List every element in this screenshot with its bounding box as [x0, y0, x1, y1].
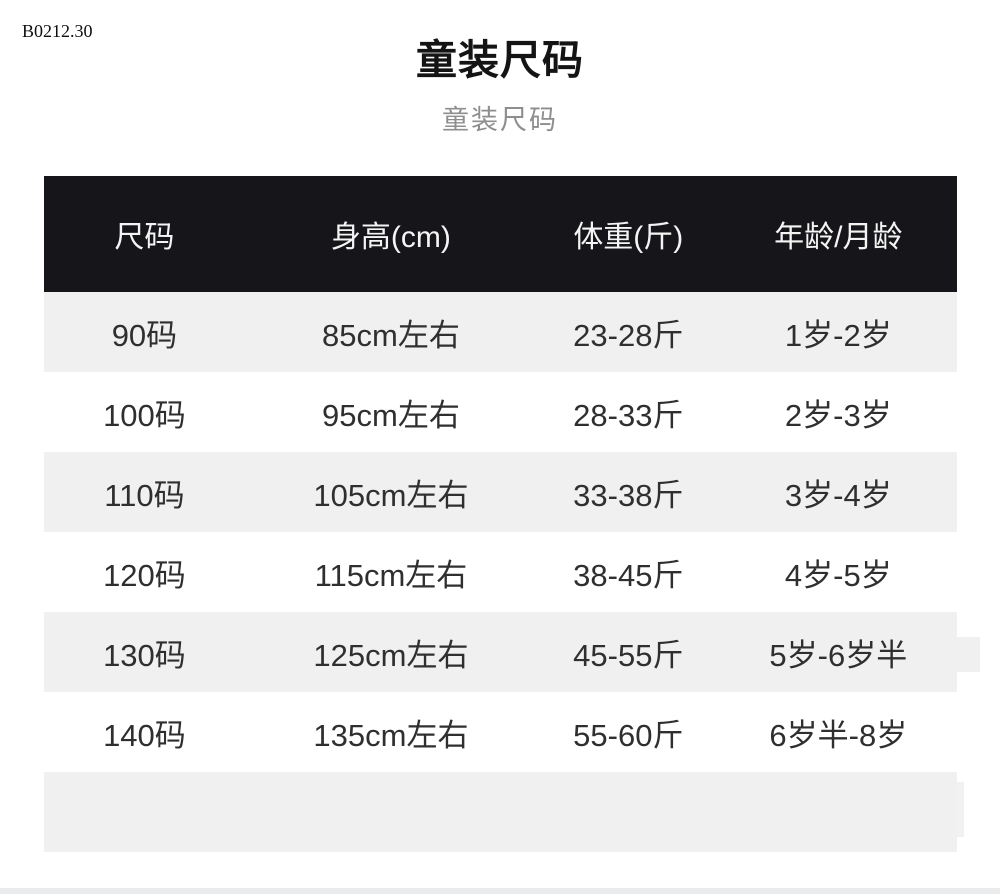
table-cell: 2岁-3岁	[784, 397, 892, 433]
column-header-weight: 体重(斤)	[573, 221, 684, 254]
page-title: 童装尺码	[416, 37, 584, 83]
table-empty-row	[44, 772, 957, 852]
table-cell: 3岁-4岁	[784, 477, 892, 513]
gray-band-artifact	[955, 782, 964, 837]
page-subtitle: 童装尺码	[442, 105, 558, 135]
table-cell: 1岁-2岁	[784, 317, 892, 353]
table-cell: 90码	[111, 317, 178, 353]
product-code-watermark: B0212.30	[22, 21, 93, 41]
table-cell: 33-38斤	[573, 477, 684, 513]
table-cell: 5岁-6岁半	[769, 637, 908, 673]
table-row: 120码 115cm左右 38-45斤 4岁-5岁	[44, 532, 957, 612]
table-cell: 23-28斤	[573, 317, 684, 353]
table-cell: 28-33斤	[573, 397, 684, 433]
table-cell: 55-60斤	[573, 717, 684, 753]
size-chart-table: 尺码 身高(cm) 体重(斤) 年龄/月龄 90码 85cm左右 23-28斤 1岁-…	[44, 176, 957, 852]
table-cell: 95cm左右	[322, 397, 460, 433]
table-row: 130码 125cm左右 45-55斤 5岁-6岁半	[44, 612, 957, 692]
table-body: 90码 85cm左右 23-28斤 1岁-2岁 100码 95cm左右 28-33斤 2岁-3…	[44, 292, 957, 772]
table-cell: 6岁半-8岁	[769, 717, 908, 753]
table-header-row: 尺码 身高(cm) 体重(斤) 年龄/月龄	[44, 176, 957, 292]
column-header-age: 年龄/月龄	[774, 221, 903, 254]
table-cell: 130码	[103, 637, 186, 673]
table-cell: 110码	[104, 477, 185, 513]
bottom-edge-strip	[0, 888, 1000, 894]
column-header-size: 尺码	[114, 221, 175, 254]
table-cell: 45-55斤	[573, 637, 684, 673]
table-row: 90码 85cm左右 23-28斤 1岁-2岁	[44, 292, 957, 372]
table-cell: 85cm左右	[322, 317, 460, 353]
gray-band-artifact	[955, 637, 980, 672]
table-cell: 135cm左右	[313, 717, 469, 753]
table-cell: 100码	[103, 397, 186, 433]
table-cell: 140码	[103, 717, 186, 753]
table-cell: 125cm左右	[313, 637, 469, 673]
table-row: 100码 95cm左右 28-33斤 2岁-3岁	[44, 372, 957, 452]
table-cell: 115cm左右	[314, 557, 468, 593]
table-cell: 120码	[103, 557, 186, 593]
table-row: 140码 135cm左右 55-60斤 6岁半-8岁	[44, 692, 957, 772]
table-cell: 105cm左右	[313, 477, 469, 513]
table-cell: 38-45斤	[573, 557, 684, 593]
column-header-height: 身高(cm)	[330, 221, 451, 254]
table-cell: 4岁-5岁	[784, 557, 892, 593]
table-row: 110码 105cm左右 33-38斤 3岁-4岁	[44, 452, 957, 532]
